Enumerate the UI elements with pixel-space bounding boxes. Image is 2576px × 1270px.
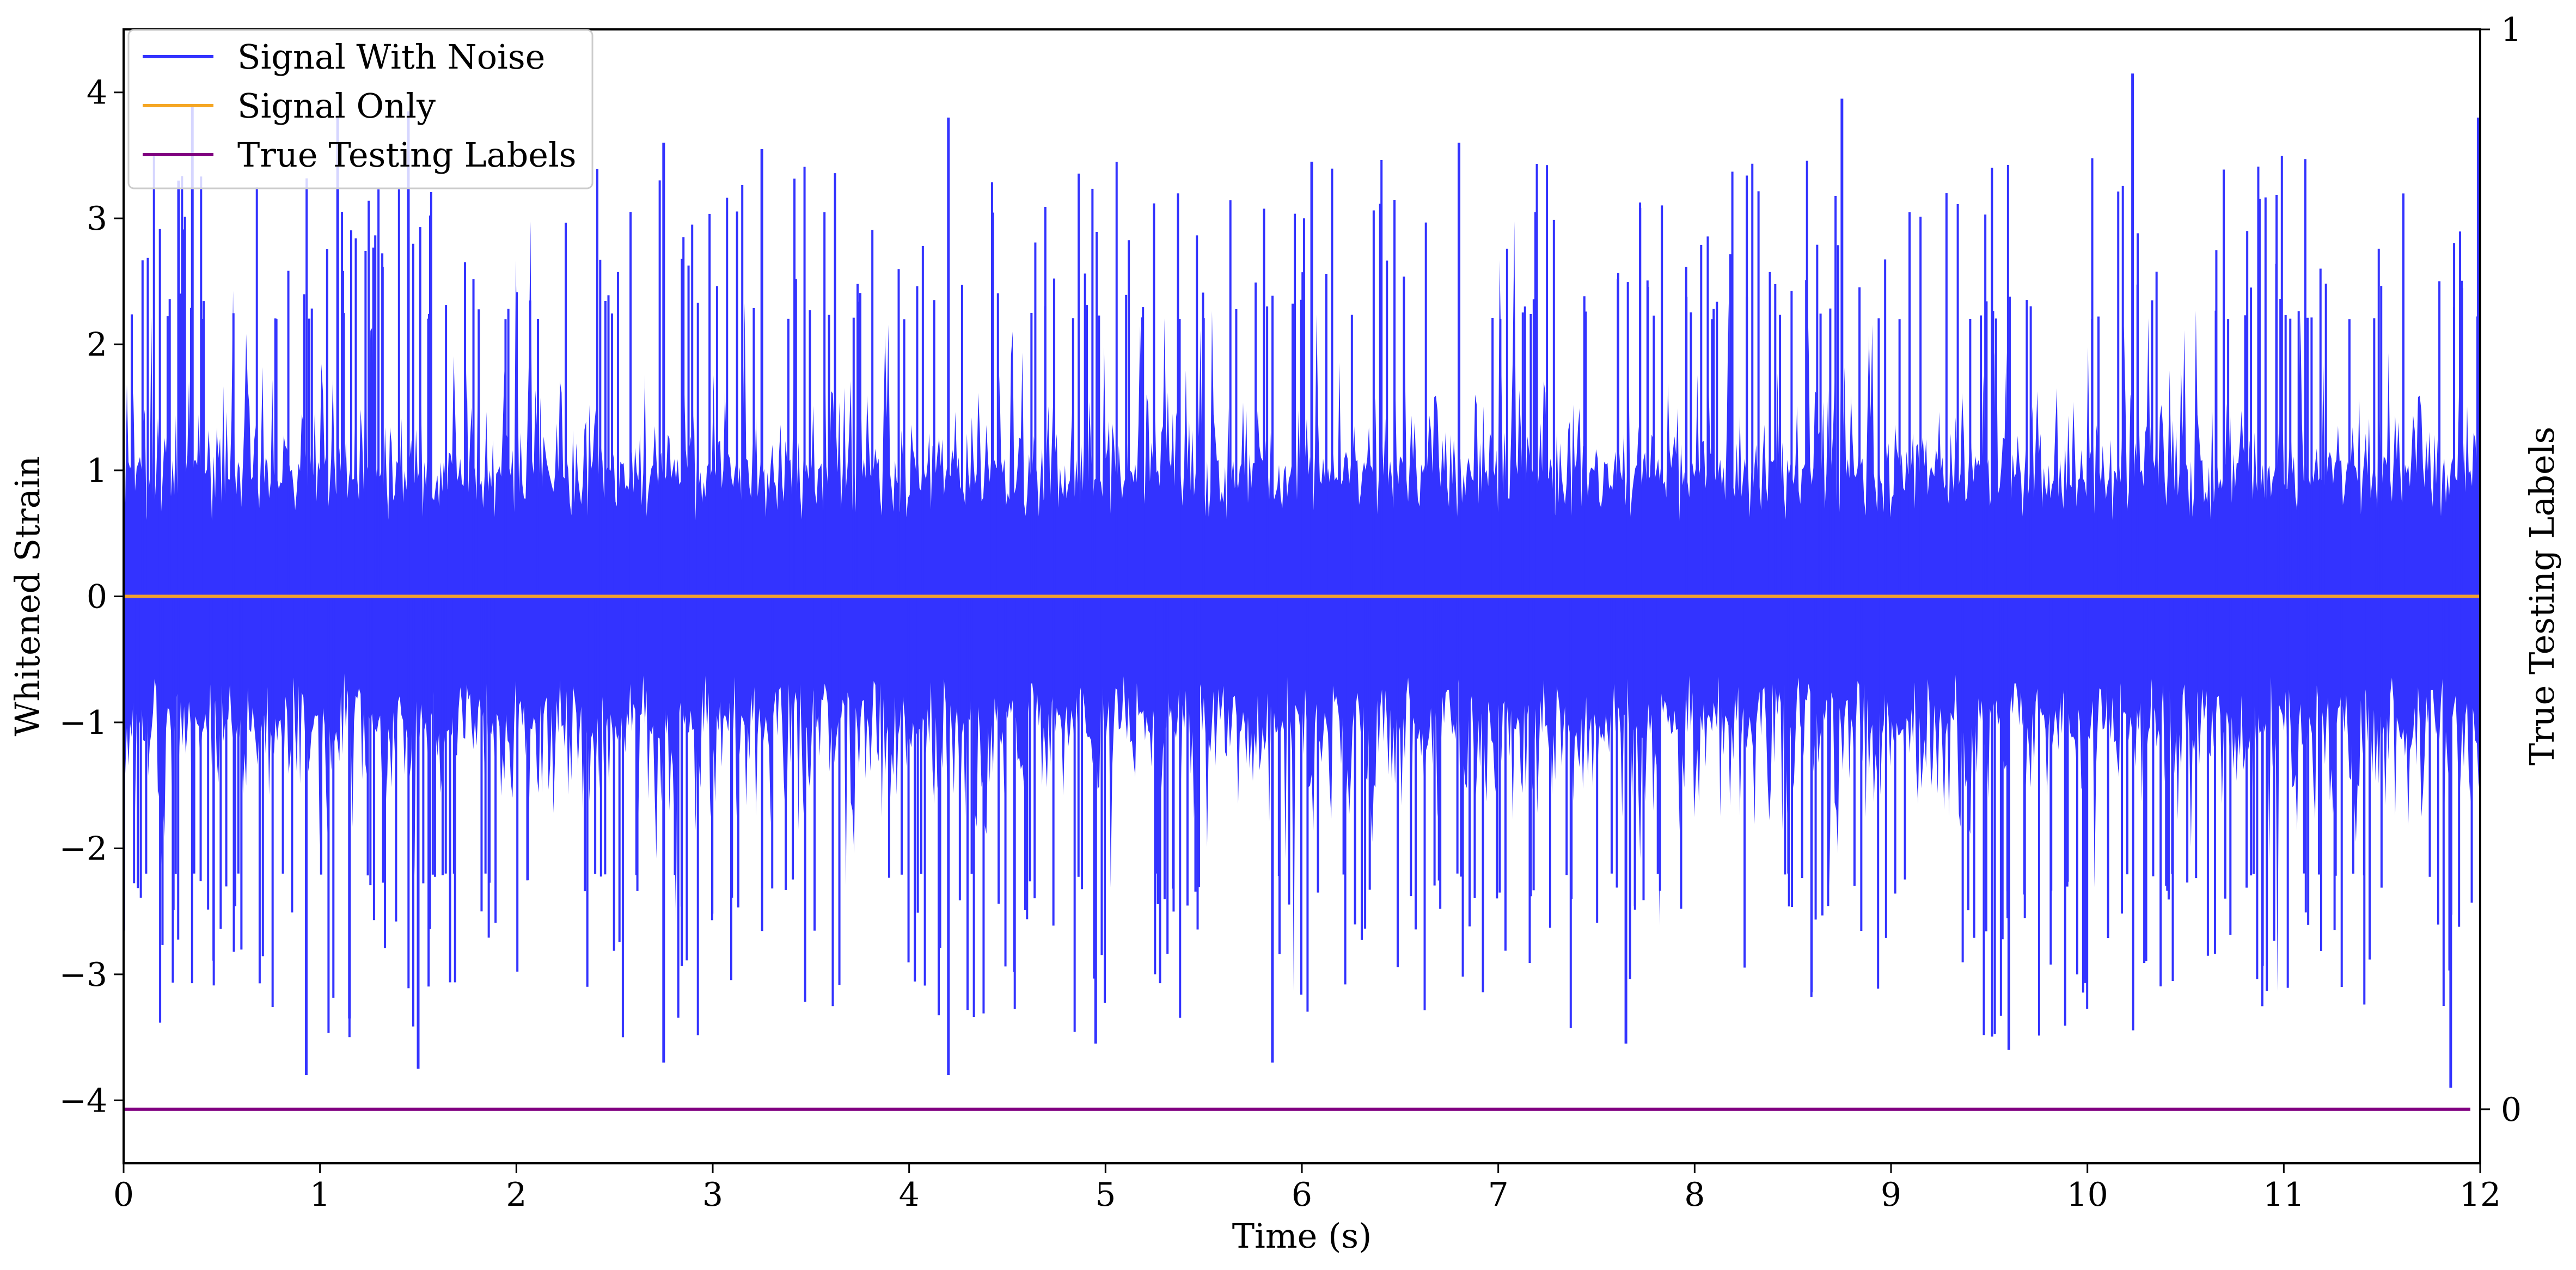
y-axis-ticks: −4 −3 −2 −1 0 1 2 3 4 bbox=[59, 74, 124, 1120]
y2-axis-label: True Testing Labels bbox=[2522, 427, 2562, 766]
x-tick-label: 1 bbox=[310, 1176, 331, 1214]
y2-axis-ticks: 01 bbox=[2480, 11, 2522, 1129]
legend-box bbox=[127, 29, 593, 189]
y-tick-label: −3 bbox=[59, 956, 107, 994]
x-axis-label: Time (s) bbox=[1232, 1216, 1372, 1256]
y-tick-label: 1 bbox=[87, 452, 107, 490]
y2-tick-label: 1 bbox=[2501, 11, 2522, 49]
x-tick-label: 3 bbox=[702, 1176, 723, 1214]
y-tick-label: 2 bbox=[87, 326, 107, 364]
legend-label: Signal Only bbox=[237, 86, 436, 126]
x-tick-label: 2 bbox=[506, 1176, 527, 1214]
legend-label: Signal With Noise bbox=[237, 37, 545, 77]
x-tick-label: 10 bbox=[2066, 1176, 2108, 1214]
x-tick-label: 7 bbox=[1488, 1176, 1509, 1214]
x-tick-label: 9 bbox=[1881, 1176, 1901, 1214]
x-tick-label: 5 bbox=[1095, 1176, 1116, 1214]
x-tick-label: 12 bbox=[2459, 1176, 2501, 1214]
y-axis-label: Whitened Strain bbox=[8, 456, 47, 737]
x-tick-label: 4 bbox=[899, 1176, 920, 1214]
y-tick-label: −4 bbox=[59, 1082, 107, 1120]
y2-tick-label: 0 bbox=[2501, 1091, 2522, 1129]
y-tick-label: 4 bbox=[87, 74, 107, 112]
y-tick-label: 3 bbox=[87, 200, 107, 238]
y-tick-label: −1 bbox=[59, 704, 107, 742]
legend-label: True Testing Labels bbox=[237, 135, 577, 175]
plot-area bbox=[124, 73, 2480, 1111]
x-tick-label: 11 bbox=[2263, 1176, 2304, 1214]
x-tick-label: 8 bbox=[1684, 1176, 1705, 1214]
x-tick-label: 0 bbox=[113, 1176, 134, 1214]
legend: Signal With Noise Signal Only True Testing… bbox=[127, 29, 593, 189]
y-tick-label: −2 bbox=[59, 830, 107, 868]
x-tick-label: 6 bbox=[1292, 1176, 1312, 1214]
y-tick-label: 0 bbox=[87, 578, 107, 616]
x-axis-ticks: 0 1 2 3 4 5 6 7 8 9 10 11 12 bbox=[113, 1163, 2501, 1214]
